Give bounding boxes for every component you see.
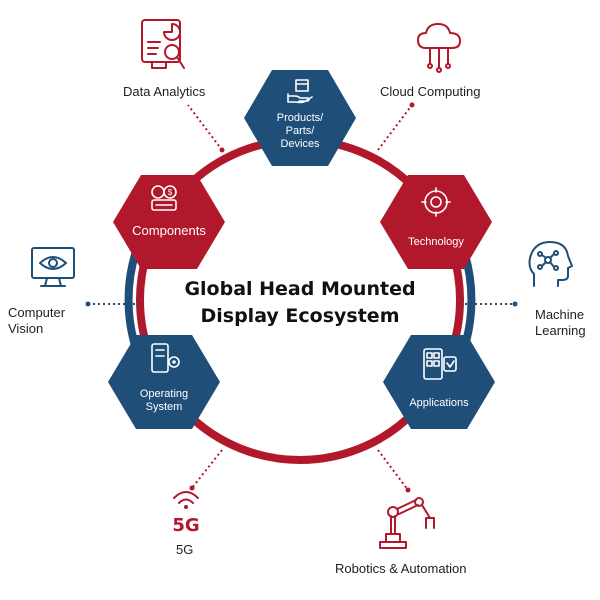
hex-products-parts-devices: Products/ Parts/ Devices: [244, 70, 356, 166]
outer-data-analytics: Data Analytics: [123, 19, 206, 99]
outer-cloud-computing: Cloud Computing: [380, 23, 480, 99]
gear-chip-icon: [421, 187, 451, 217]
hex-label-line1: Operating: [140, 388, 188, 400]
hex-label-line1: Products/: [277, 112, 324, 124]
connector-dot: [85, 301, 91, 307]
hex-applications: Applications: [383, 335, 495, 429]
connector-dot: [405, 487, 411, 493]
robot-arm-icon: [379, 497, 435, 549]
hex-components: $ Components: [113, 175, 225, 269]
outer-robotics-automation: Robotics & Automation: [335, 497, 467, 576]
cloud-network-icon: [417, 23, 461, 73]
data-analytics-icon: [141, 19, 185, 69]
connector-dot: [189, 485, 195, 491]
connector-5g: [191, 449, 223, 489]
center-title-line1: Global Head Mounted: [184, 278, 415, 300]
5g-label: 5G: [176, 542, 193, 557]
5g-icon-text: 5G: [172, 515, 199, 536]
connector-dot: [512, 301, 518, 307]
machine-learning-label-line1: Machine: [535, 307, 584, 322]
hex-operating-system: Operating System: [108, 335, 220, 429]
data-analytics-label: Data Analytics: [123, 84, 206, 99]
hex-label-line2: Parts/: [286, 125, 316, 137]
hex-label: Applications: [409, 397, 469, 409]
svg-text:$: $: [168, 188, 173, 197]
connectors: [85, 102, 518, 493]
robotics-label: Robotics & Automation: [335, 561, 467, 576]
hex-label: Components: [132, 223, 206, 238]
mobile-apps-icon: [423, 348, 457, 380]
head-network-icon: [528, 241, 573, 287]
hex-label-line2: System: [146, 401, 183, 413]
hex-technology: Technology: [380, 175, 492, 269]
hexagon-shape: [244, 70, 356, 166]
hexagon-shape: [380, 175, 492, 269]
machine-learning-label-line2: Learning: [535, 323, 586, 338]
hex-label-line3: Devices: [280, 138, 320, 150]
signal-5g-icon: 5G: [172, 491, 200, 536]
connector-dot: [409, 102, 415, 108]
hexagon-shape: [383, 335, 495, 429]
components-icon: $: [151, 185, 177, 211]
phone-gear-icon: [151, 343, 180, 373]
box-hand-icon: [287, 79, 313, 104]
hexagon-shape: [108, 335, 220, 429]
computer-vision-label-line2: Vision: [8, 321, 43, 336]
connector-dot: [219, 147, 225, 153]
connector-robotics: [377, 449, 409, 491]
connector-data-analytics: [187, 104, 223, 151]
outer-5g: 5G 5G: [172, 491, 200, 557]
outer-machine-learning: Machine Learning: [528, 241, 586, 338]
monitor-eye-icon: [31, 247, 75, 287]
cloud-computing-label: Cloud Computing: [380, 84, 480, 99]
center-title-line2: Display Ecosystem: [200, 305, 399, 327]
hex-label: Technology: [408, 236, 464, 248]
hexagon-shape: [113, 175, 225, 269]
connector-cloud-computing: [377, 104, 413, 151]
outer-computer-vision: Computer Vision: [8, 247, 75, 336]
computer-vision-label-line1: Computer: [8, 305, 66, 320]
